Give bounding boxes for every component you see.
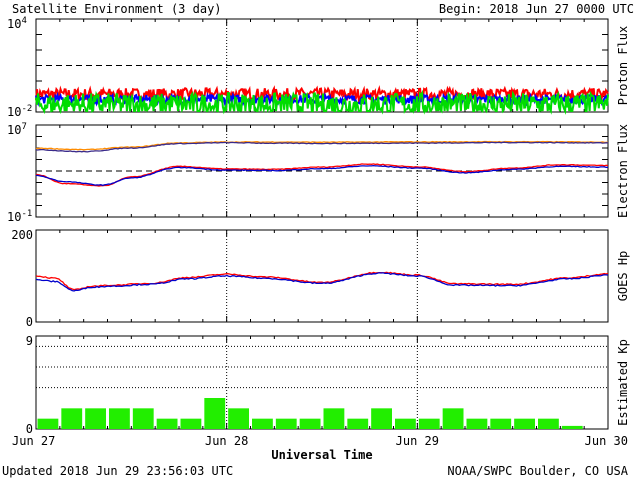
kp-bar xyxy=(85,408,106,429)
kp-bar xyxy=(181,419,202,429)
kp-bar xyxy=(38,419,59,429)
x-tick-label: Jun 27 xyxy=(12,434,55,448)
x-tick-label: Jun 30 xyxy=(585,434,628,448)
x-tick-label: Jun 29 xyxy=(396,434,439,448)
electron-y-min-label: 10-1 xyxy=(7,209,32,224)
kp-bar xyxy=(371,408,392,429)
proton-y-max-label: 104 xyxy=(7,16,27,31)
hp-y-max-label: 200 xyxy=(11,228,33,242)
kp-bar xyxy=(252,419,273,429)
proton-y-axis-label: Proton Flux xyxy=(616,26,630,105)
electron-y-max-label: 107 xyxy=(7,122,27,137)
kp-bar xyxy=(61,408,82,429)
kp-bar xyxy=(109,408,130,429)
kp-bar xyxy=(538,419,559,429)
hp-y-min-label: 0 xyxy=(26,315,33,329)
hp-y-axis-label: GOES Hp xyxy=(616,251,630,302)
kp-y-max-label: 9 xyxy=(26,334,33,348)
kp-y-axis-label: Estimated Kp xyxy=(616,339,630,426)
x-axis-title: Universal Time xyxy=(271,448,372,462)
kp-bar xyxy=(228,408,249,429)
electron-y-axis-label: Electron Flux xyxy=(616,124,630,218)
hp-panel-frame xyxy=(36,230,608,322)
electron-series-2 xyxy=(36,164,608,186)
kp-bar xyxy=(133,408,154,429)
credit-label: NOAA/SWPC Boulder, CO USA xyxy=(447,464,628,478)
kp-bar xyxy=(204,398,225,429)
kp-bar xyxy=(419,419,440,429)
kp-bar xyxy=(157,419,178,429)
kp-bar xyxy=(300,419,321,429)
electron-series-3 xyxy=(36,166,608,186)
kp-bar xyxy=(324,408,345,429)
kp-bar xyxy=(562,426,583,429)
kp-bar xyxy=(443,408,464,429)
kp-bar xyxy=(395,419,416,429)
kp-bar xyxy=(490,419,511,429)
kp-bar xyxy=(276,419,297,429)
kp-bar xyxy=(467,419,488,429)
kp-bar xyxy=(347,419,368,429)
x-tick-label: Jun 28 xyxy=(205,434,248,448)
updated-label: Updated 2018 Jun 29 23:56:03 UTC xyxy=(2,464,233,478)
kp-bar xyxy=(514,419,535,429)
proton-y-min-label: 10-2 xyxy=(7,104,32,119)
